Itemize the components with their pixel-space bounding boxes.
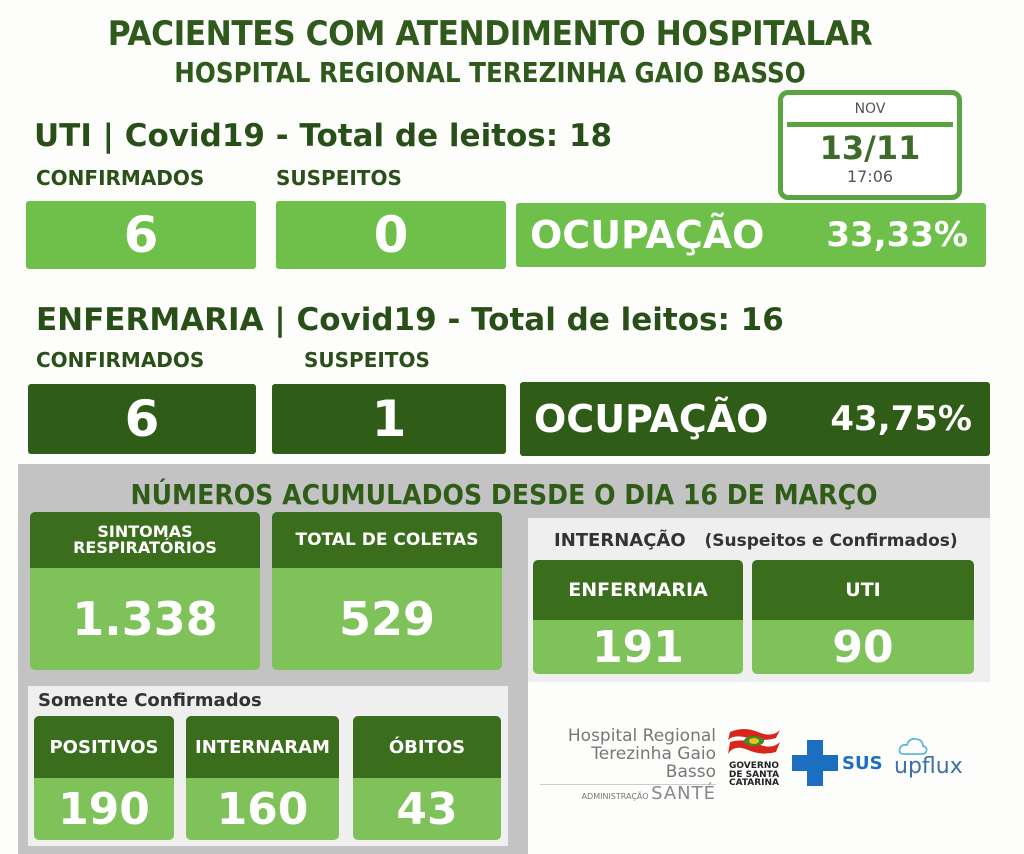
page-title: PACIENTES COM ATENDIMENTO HOSPITALAR — [107, 14, 873, 54]
enfermaria-occupancy-box: OCUPAÇÃO 43,75% — [520, 382, 990, 456]
gov-line3: CATARINA — [728, 778, 780, 789]
hospitalization-subtitle: (Suspeitos e Confirmados) — [704, 531, 958, 551]
hospitalized-card: INTERNARAM 160 — [186, 716, 339, 840]
santa-catarina-logo: GOVERNO DE SANTA CATARINA — [724, 726, 784, 796]
uti-occupancy-value: 33,33% — [826, 215, 968, 255]
date-month: NOV — [854, 101, 886, 117]
hospital-logo-admin: ADMINISTRAÇÃO SANTÉ — [540, 782, 716, 804]
hospitalized-value: 160 — [186, 778, 339, 840]
uti-occupancy-box: OCUPAÇÃO 33,33% — [516, 203, 986, 267]
deaths-label: ÓBITOS — [353, 716, 501, 778]
positive-label: POSITIVOS — [34, 716, 174, 778]
hospital-name: HOSPITAL REGIONAL TEREZINHA GAIO BASSO — [174, 56, 806, 89]
hospitalization-icu-card: UTI 90 — [752, 560, 974, 674]
hospitalized-label: INTERNARAM — [186, 716, 339, 778]
gov-sc-text: GOVERNO DE SANTA CATARINA — [724, 762, 784, 788]
date-card: NOV 13/11 17:06 — [778, 90, 962, 200]
logos-area — [528, 682, 990, 854]
hospital-logo: Hospital Regional Terezinha Gaio Basso A… — [540, 726, 716, 804]
positive-card: POSITIVOS 190 — [34, 716, 174, 840]
uti-occupancy-label: OCUPAÇÃO — [530, 213, 765, 257]
uti-suspected-value: 0 — [276, 201, 506, 269]
enfermaria-suspected-value: 1 — [272, 384, 506, 454]
upflux-logo: upflux — [894, 736, 980, 784]
enfermaria-heading: ENFERMARIA | Covid19 - Total de leitos: … — [36, 302, 784, 338]
uti-confirmed-value: 6 — [26, 201, 256, 269]
uti-confirmed-label: CONFIRMADOS — [36, 166, 205, 190]
deaths-card: ÓBITOS 43 — [353, 716, 501, 840]
accumulated-title: NÚMEROS ACUMULADOS DESDE O DIA 16 DE MAR… — [130, 478, 878, 511]
date-divider — [787, 122, 953, 127]
collections-label: TOTAL DE COLETAS — [272, 512, 502, 568]
gov-line1: GOVERNO — [728, 761, 780, 771]
enfermaria-occupancy-value: 43,75% — [830, 399, 972, 439]
symptoms-label-line1: SINTOMAS — [97, 522, 193, 541]
confirmed-only-title: Somente Confirmados — [38, 690, 262, 711]
cloud-icon — [898, 737, 928, 755]
gov-line2: DE SANTA — [728, 769, 780, 780]
hospitalization-icu-value: 90 — [752, 620, 974, 674]
hospitalization-ward-label: ENFERMARIA — [533, 560, 743, 620]
date-day: 13/11 — [819, 129, 921, 167]
hospitalization-title-text: INTERNAÇÃO — [554, 530, 686, 551]
positive-value: 190 — [34, 778, 174, 840]
sante-brand: SANTÉ — [651, 782, 716, 804]
symptoms-card-header: SINTOMAS RESPIRATÓRIOS — [30, 512, 260, 568]
hospitalization-icu-label: UTI — [752, 560, 974, 620]
santa-catarina-flag-icon — [728, 729, 780, 754]
hospital-logo-line1: Hospital Regional — [567, 726, 716, 746]
sus-logo: SUS — [792, 740, 888, 786]
hospitalization-ward-card: ENFERMARIA 191 — [533, 560, 743, 674]
admin-text: ADMINISTRAÇÃO — [581, 791, 649, 801]
hospital-logo-line2: Terezinha Gaio Basso — [540, 745, 716, 785]
symptoms-card: SINTOMAS RESPIRATÓRIOS 1.338 — [30, 512, 260, 670]
uti-suspected-label: SUSPEITOS — [276, 166, 402, 190]
enfermaria-confirmed-label: CONFIRMADOS — [36, 348, 205, 372]
hospitalization-ward-value: 191 — [533, 620, 743, 674]
deaths-value: 43 — [353, 778, 501, 840]
symptoms-value: 1.338 — [30, 568, 260, 670]
date-time: 17:06 — [846, 167, 894, 186]
uti-heading: UTI | Covid19 - Total de leitos: 18 — [34, 118, 613, 154]
symptoms-label-line2: RESPIRATÓRIOS — [73, 538, 217, 557]
enfermaria-confirmed-value: 6 — [28, 384, 256, 454]
hospitalization-title: INTERNAÇÃO (Suspeitos e Confirmados) — [554, 530, 958, 551]
sus-cross-icon — [792, 740, 838, 786]
upflux-text: upflux — [894, 754, 963, 779]
collections-value: 529 — [272, 568, 502, 670]
collections-card: TOTAL DE COLETAS 529 — [272, 512, 502, 670]
sus-text: SUS — [842, 752, 883, 774]
enfermaria-suspected-label: SUSPEITOS — [304, 348, 430, 372]
enfermaria-occupancy-label: OCUPAÇÃO — [534, 397, 769, 441]
